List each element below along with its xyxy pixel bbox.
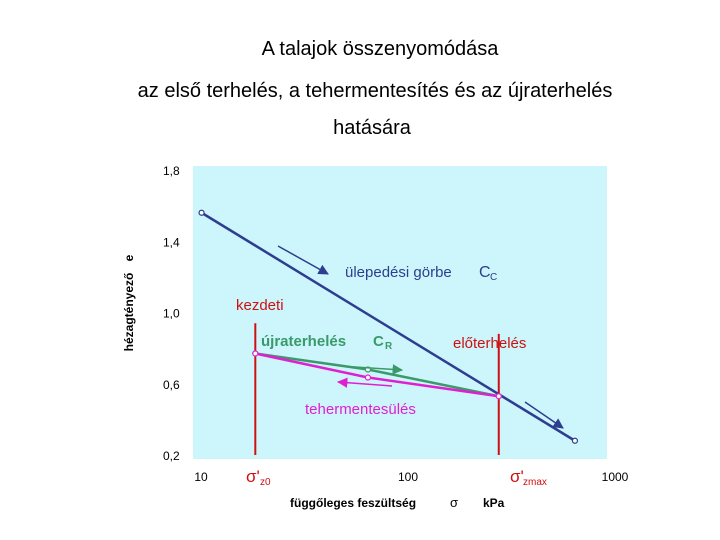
arrow xyxy=(524,401,564,429)
y-tick-label: 0,2 xyxy=(163,449,180,463)
annotation: C xyxy=(479,264,491,281)
annotation: σ' xyxy=(246,467,260,486)
y-tick-label: 1,0 xyxy=(163,307,180,321)
chart-title: A talajok összenyomódása xyxy=(262,38,500,60)
y-tick-label: 1,4 xyxy=(163,235,180,249)
annotation: tehermentesülés xyxy=(305,401,416,418)
data-point xyxy=(198,209,205,216)
annotation: σ' xyxy=(510,467,524,486)
annotation: C xyxy=(490,272,497,283)
annotation: újraterhelés xyxy=(261,333,346,350)
x-tick-label: 10 xyxy=(194,470,208,484)
chart-subtitle: az első terhelés, a tehermentesítés és a… xyxy=(138,80,613,102)
annotation: zmax xyxy=(523,477,547,488)
x-axis-label: függőleges feszültség xyxy=(290,496,416,510)
annotation: kezdeti xyxy=(236,297,284,314)
arrow xyxy=(277,245,329,275)
annotation: C xyxy=(373,333,384,350)
chart-subtitle: hatására xyxy=(333,117,412,139)
arrow xyxy=(336,377,393,388)
annotation: z0 xyxy=(260,477,271,488)
annotation: előterhelés xyxy=(453,335,526,352)
series-line xyxy=(200,211,576,442)
data-point xyxy=(364,374,372,381)
data-point xyxy=(495,393,502,400)
data-point xyxy=(571,437,579,444)
y-axis-label: hézagtényező xyxy=(122,273,136,352)
x-axis-label: σ xyxy=(450,495,458,510)
x-tick-label: 1000 xyxy=(602,470,629,484)
annotation: ülepedési görbe xyxy=(345,264,452,281)
annotation: R xyxy=(385,341,393,352)
x-axis-label: kPa xyxy=(483,496,505,510)
data-point xyxy=(252,350,259,357)
y-tick-label: 0,6 xyxy=(163,378,180,392)
y-tick-label: 1,8 xyxy=(163,164,180,178)
arrow xyxy=(339,364,404,375)
y-axis-label: e xyxy=(122,254,136,261)
x-tick-label: 100 xyxy=(398,470,418,484)
